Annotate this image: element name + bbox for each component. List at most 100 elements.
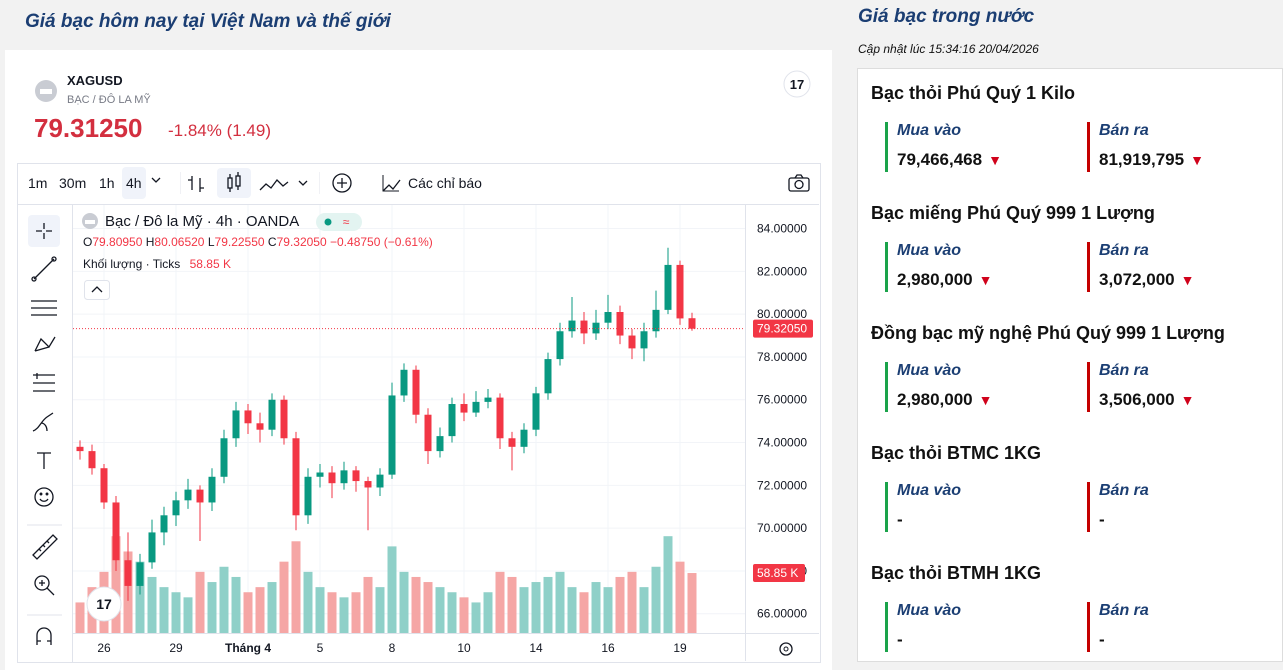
candle-body (196, 489, 204, 503)
toolbar (17, 163, 819, 205)
y-tick-label: 76.00000 (757, 393, 807, 407)
volume-value: 58.85 K (189, 257, 231, 271)
volume-bar (255, 587, 265, 633)
sell-bar (1087, 122, 1090, 172)
svg-text:≈: ≈ (343, 215, 350, 229)
candle-body (160, 515, 168, 533)
down-arrow: ▼ (1190, 152, 1204, 168)
candle-body (508, 438, 516, 447)
indicators-button[interactable]: Các chỉ báo (408, 175, 482, 191)
product-name: Bạc thỏi Phú Quý 1 Kilo (871, 83, 1076, 103)
volume-bar (159, 587, 169, 633)
product-name: Bạc thỏi BTMC 1KG (871, 443, 1042, 463)
buy-bar (885, 242, 888, 292)
volume-bar (303, 571, 313, 633)
candle-body (136, 562, 144, 586)
y-tick-label: 82.00000 (757, 264, 807, 278)
buy-label: Mua vào (897, 122, 962, 139)
tv-logo[interactable]: 17 (782, 70, 812, 98)
candle-body (400, 369, 408, 396)
volume-bar (231, 576, 241, 633)
y-tick-label: 74.00000 (757, 436, 807, 450)
volume-bar (399, 571, 409, 633)
candle-body (496, 397, 504, 439)
volume-bar (171, 592, 181, 633)
volume-bar (279, 561, 289, 633)
sell-label: Bán ra (1099, 122, 1149, 139)
volume-bar (651, 566, 661, 633)
sell-price: 81,919,795 ▼ (1099, 150, 1204, 169)
buy-label: Mua vào (897, 482, 962, 499)
price: 79.31250 (34, 113, 143, 143)
buy-label: Mua vào (897, 602, 962, 619)
sell-price: 3,072,000 ▼ (1099, 270, 1195, 289)
candle-body (364, 481, 372, 488)
volume-bar (507, 576, 517, 633)
h-key: H (145, 235, 155, 249)
buy-bar (885, 482, 888, 532)
volume-bar (183, 597, 193, 633)
l-key: L (207, 235, 215, 249)
volume-bar (519, 587, 529, 633)
collapse-legend-button[interactable] (84, 280, 110, 300)
volume-bar (387, 546, 397, 633)
add-compare-button[interactable] (330, 171, 356, 195)
volume-bar (567, 587, 577, 633)
volume-bar (555, 571, 565, 633)
interval-button[interactable]: 30m (59, 175, 87, 191)
candle-body (448, 404, 456, 437)
sell-bar (1087, 482, 1090, 532)
volume-bar (111, 536, 121, 633)
volume-bar (207, 582, 217, 633)
volume-bar (675, 561, 685, 633)
volume-bar (579, 592, 589, 633)
candle-body (232, 410, 240, 439)
last-price-label: 79.32050 (757, 322, 807, 336)
volume-bar (663, 536, 673, 633)
volume-bar (639, 587, 649, 633)
candle-body (556, 331, 564, 360)
volume-bar (267, 582, 277, 633)
candle-body (592, 322, 600, 334)
volume-bar (315, 587, 325, 633)
volume-badge (753, 564, 805, 583)
candlestick-chart: 66.0000068.0000070.0000072.0000074.00000… (73, 205, 819, 661)
down-arrow: ▼ (988, 152, 1002, 168)
candle-body (316, 472, 324, 477)
candle-body (544, 359, 552, 394)
candle-body (412, 369, 420, 415)
down-arrow: ▼ (1180, 392, 1195, 408)
volume-bar (687, 573, 697, 633)
candle-body (112, 502, 120, 561)
settings-button[interactable] (776, 639, 796, 659)
interval-button[interactable]: 4h (122, 167, 146, 199)
interval-button[interactable]: 1m (28, 175, 48, 191)
candle-body (424, 414, 432, 452)
volume-bar (375, 587, 385, 633)
y-tick-label: 70.00000 (757, 521, 807, 535)
x-tick-label: 19 (673, 641, 687, 655)
candle-body (88, 451, 96, 469)
sell-label: Bán ra (1099, 362, 1149, 379)
down-arrow: ▼ (1180, 272, 1195, 288)
volume-bar (447, 592, 457, 633)
volume-bar (327, 592, 337, 633)
snapshot-button[interactable] (787, 172, 811, 194)
y-tick-label: 72.00000 (757, 478, 807, 492)
volume-bar (495, 571, 505, 633)
candle-body (472, 401, 480, 413)
candle-body (352, 470, 360, 482)
toolbar-icons (180, 168, 320, 198)
interval-button[interactable]: 1h (99, 175, 115, 191)
buy-bar (885, 122, 888, 172)
interval-caret[interactable] (150, 174, 162, 189)
candle-body (688, 318, 696, 329)
product-name: Bạc miếng Phú Quý 999 1 Lượng (871, 203, 1155, 223)
candle-body (280, 399, 288, 439)
buy-bar (885, 602, 888, 652)
svg-text:17: 17 (96, 596, 112, 612)
sell-bar (1087, 602, 1090, 652)
candle-body (484, 397, 492, 402)
candle-body (268, 399, 276, 430)
